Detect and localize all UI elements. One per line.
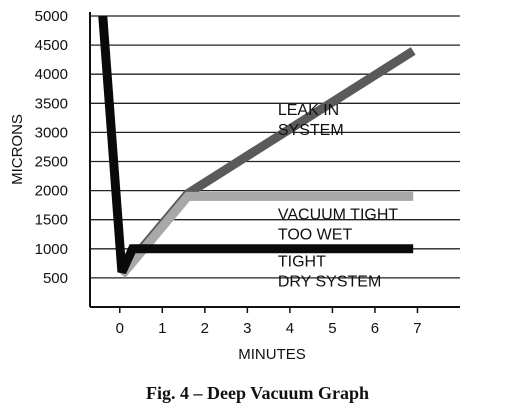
x-tick-label: 7	[413, 320, 421, 337]
y-tick-label: 2500	[35, 154, 68, 171]
series-label-line: TOO WET	[278, 227, 353, 244]
y-tick-label: 3000	[35, 124, 68, 141]
axes: 500 1000 1500 2000 2500 3000 3500 4000 4500 5000 0…	[9, 8, 460, 363]
series-labels: LEAK IN SYSTEM VACUUM TIGHT TOO WET TIGHT DRY…	[278, 102, 399, 290]
series-label-line: LEAK IN	[278, 102, 339, 119]
series-label-line: DRY SYSTEM	[278, 273, 381, 290]
x-axis-title: MINUTES	[238, 346, 306, 363]
figure-caption: Fig. 4 – Deep Vacuum Graph	[145, 383, 370, 403]
series-label-line: VACUUM TIGHT	[278, 207, 399, 224]
y-axis-title: MICRONS	[9, 114, 26, 185]
x-tick-label: 1	[158, 320, 166, 337]
y-tick-label: 2000	[35, 183, 68, 200]
x-tick-label: 2	[201, 320, 209, 337]
series-label-line: SYSTEM	[278, 122, 344, 139]
series-line-tight-dry-system	[98, 15, 414, 274]
x-tick-label: 3	[243, 320, 251, 337]
y-tick-label: 5000	[35, 8, 68, 25]
y-tick-label: 4000	[35, 66, 68, 83]
x-tick-label: 4	[286, 320, 294, 337]
y-tick-label: 3500	[35, 95, 68, 112]
series-label-line: TIGHT	[278, 253, 326, 270]
y-tick-label: 500	[43, 270, 68, 287]
y-tick-label: 4500	[35, 37, 68, 54]
y-tick-label: 1000	[35, 241, 68, 258]
x-tick-label: 5	[328, 320, 336, 337]
x-tick-label: 0	[116, 320, 124, 337]
series-lines	[98, 15, 416, 278]
y-tick-label: 1500	[35, 212, 68, 229]
x-tick-label: 6	[371, 320, 379, 337]
